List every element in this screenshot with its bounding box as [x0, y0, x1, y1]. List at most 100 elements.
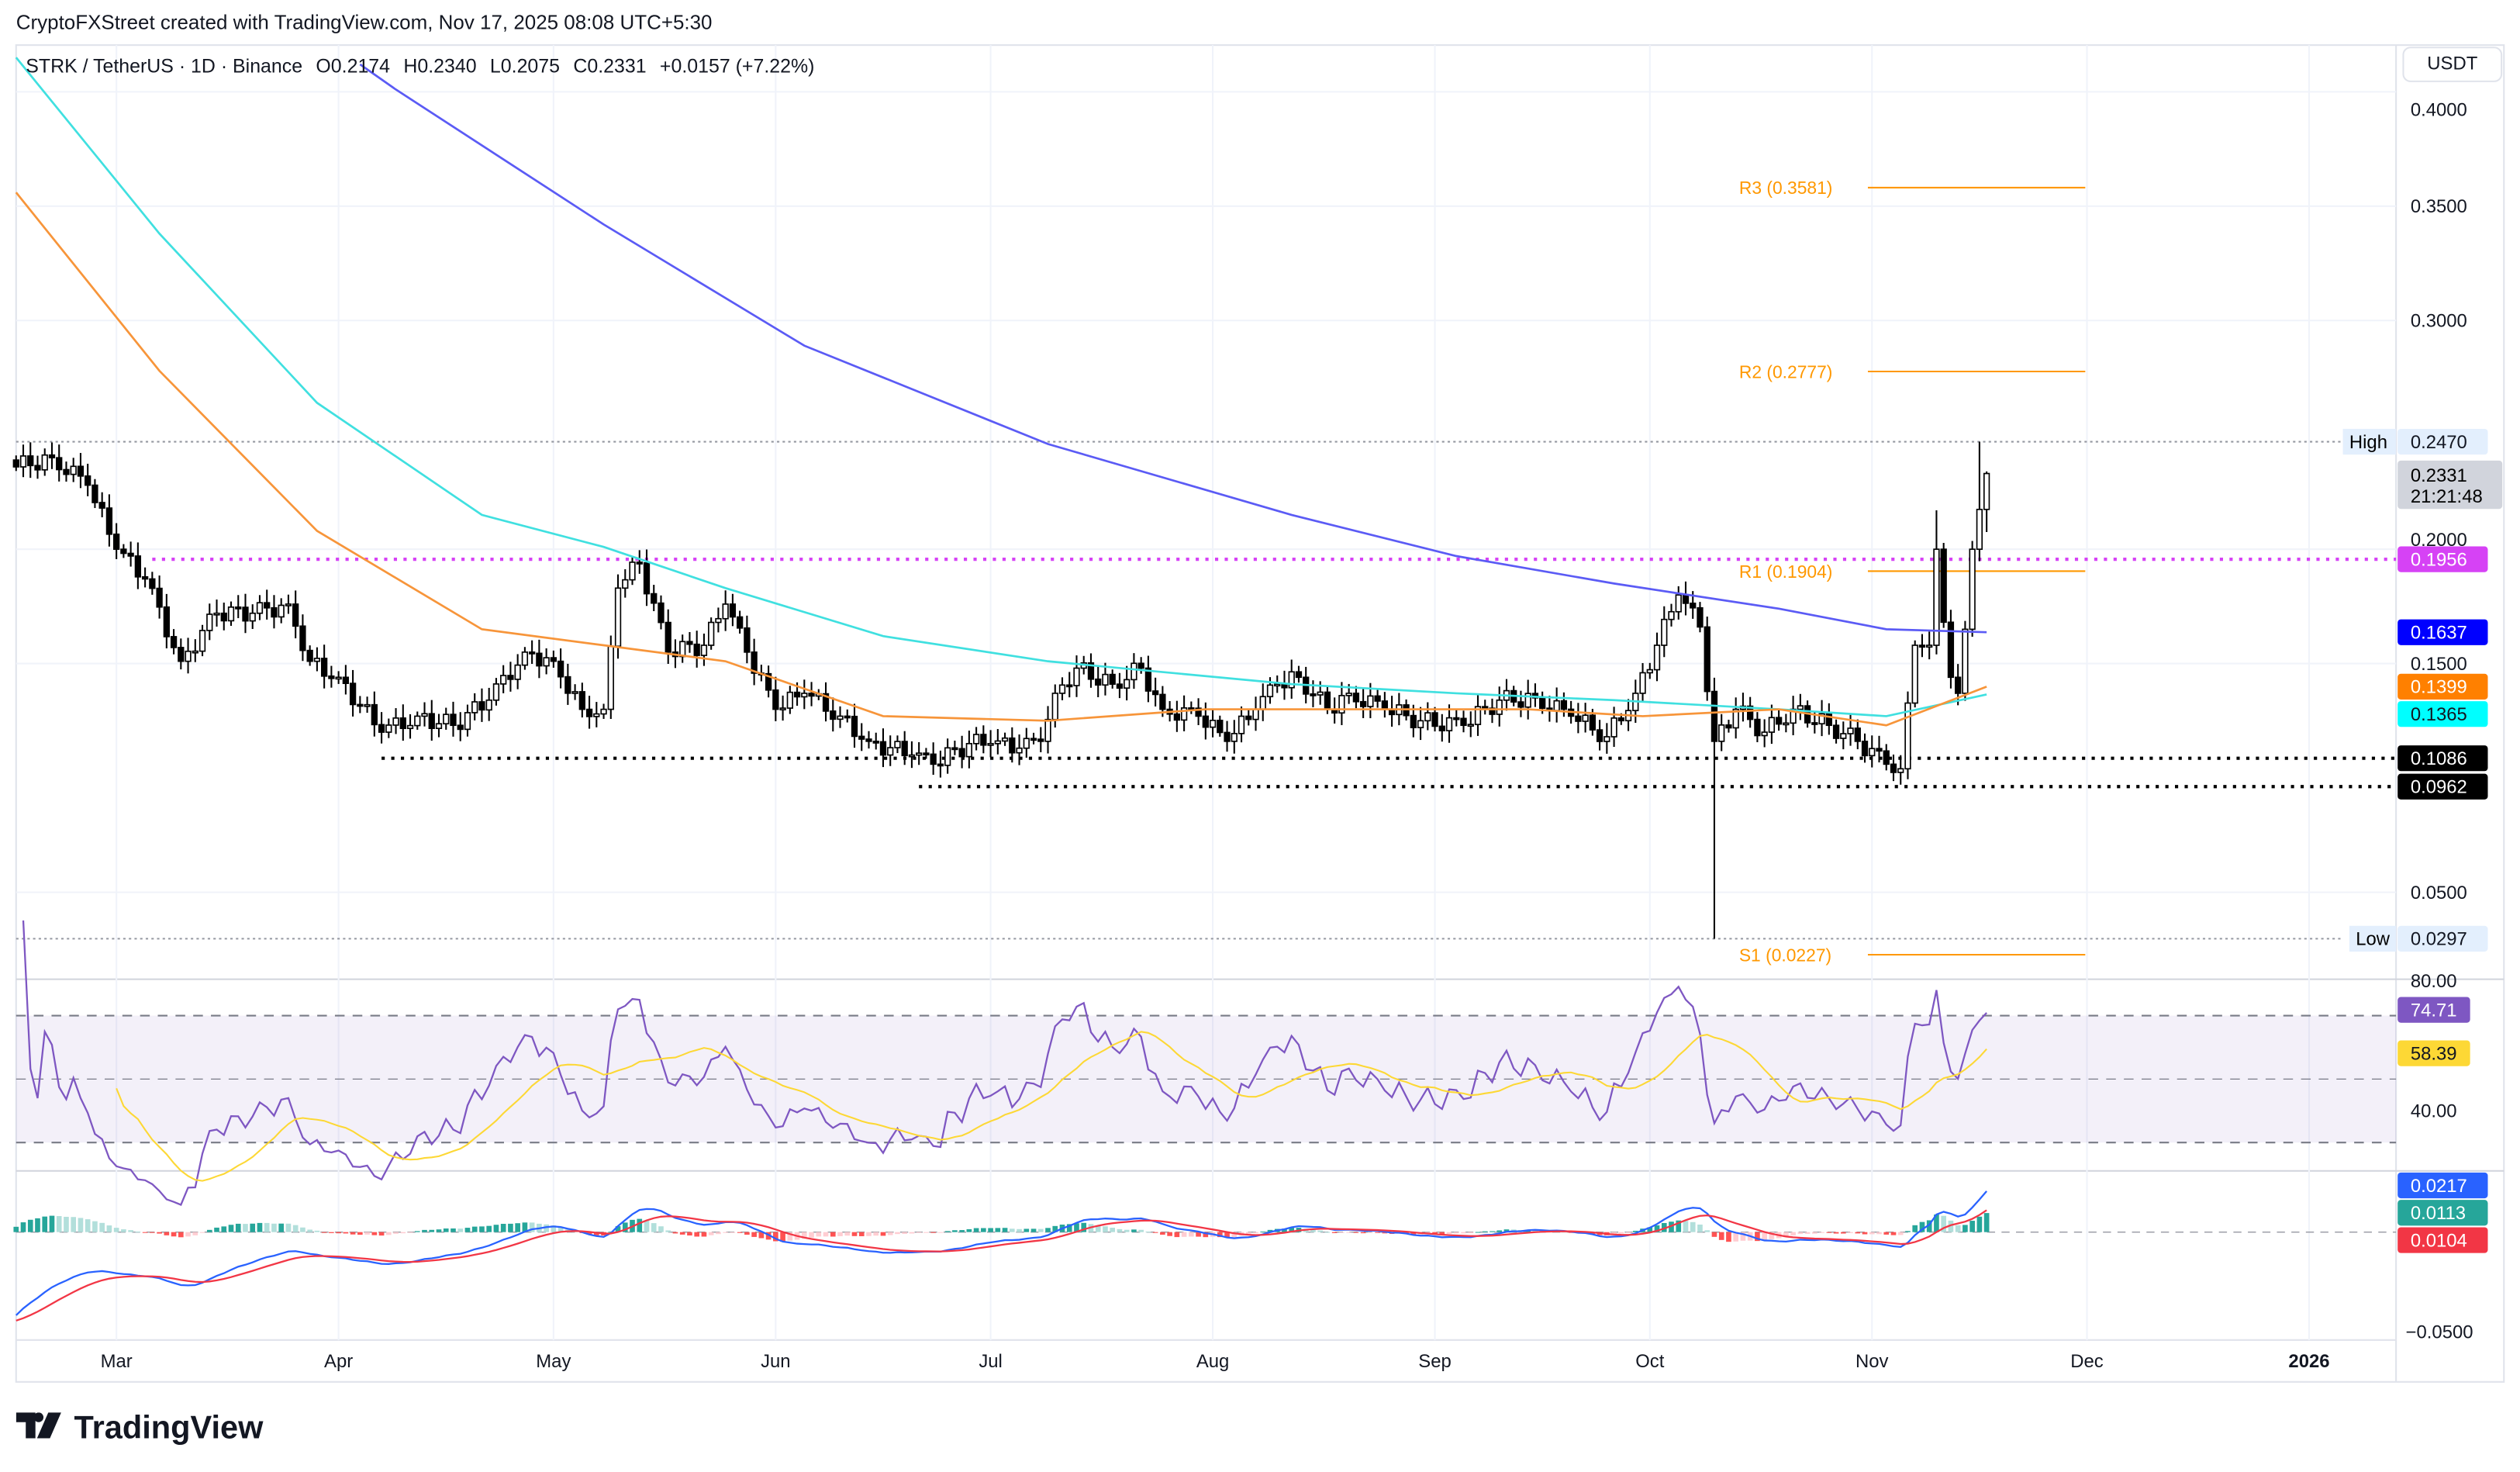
macd-histogram-bar: [515, 1223, 520, 1232]
candle: [1783, 722, 1790, 726]
macd-histogram-bar: [1382, 1232, 1388, 1234]
candle: [1317, 691, 1324, 696]
candle: [1381, 700, 1389, 710]
candle: [328, 675, 335, 679]
macd-histogram-bar: [1848, 1232, 1853, 1233]
x-axis-label: Jun: [761, 1351, 791, 1372]
macd-histogram-bar: [1289, 1228, 1295, 1232]
macd-histogram-bar: [1726, 1232, 1731, 1242]
x-axis-label: Jul: [979, 1351, 1003, 1372]
low-label: Low: [2356, 929, 2391, 950]
macd-histogram-bar: [192, 1232, 198, 1235]
low-price-tag-bg: [2397, 925, 2488, 952]
candle: [77, 465, 85, 477]
candle: [1116, 683, 1124, 689]
candle: [937, 763, 944, 767]
macd-histogram-bar: [1762, 1232, 1767, 1241]
candle: [1359, 700, 1367, 707]
macd-histogram-bar: [1009, 1228, 1015, 1232]
macd-histogram-bar: [1181, 1232, 1187, 1237]
candle: [1044, 718, 1051, 742]
candle: [1832, 724, 1840, 739]
macd-histogram-bar: [1797, 1232, 1804, 1235]
macd-histogram-bar: [450, 1228, 456, 1232]
symbol-legend: STRK / TetherUS · 1D · Binance O0.2174 H…: [26, 55, 823, 78]
candle: [1338, 695, 1345, 714]
symbol-title[interactable]: STRK / TetherUS · 1D · Binance: [26, 54, 303, 78]
candle: [1310, 693, 1317, 696]
macd-histogram-bar: [909, 1232, 915, 1234]
macd-histogram-bar: [185, 1232, 191, 1237]
moving-average-line-0: [359, 63, 1987, 634]
macd-histogram-bar: [1632, 1230, 1638, 1232]
macd-histogram-bar: [508, 1223, 513, 1232]
candle: [1374, 695, 1381, 702]
macd-histogram-bar: [723, 1232, 728, 1233]
rsi-ma-value-tag-bg: [2397, 1040, 2470, 1066]
price-level-tag: 0.1637: [2411, 623, 2467, 644]
macd-histogram-tag-bg: [2397, 1200, 2488, 1226]
candle: [1969, 548, 1976, 631]
macd-histogram-bar: [1876, 1232, 1882, 1235]
macd-histogram-bar: [350, 1232, 356, 1235]
macd-histogram-bar: [113, 1228, 119, 1232]
high-price-tag-bg: [2397, 428, 2488, 455]
candle: [1904, 702, 1911, 770]
macd-histogram-bar: [522, 1222, 528, 1232]
macd-histogram-bar: [71, 1217, 77, 1232]
macd-histogram-bar: [895, 1232, 900, 1235]
macd-histogram-bar: [443, 1228, 449, 1232]
candle: [550, 657, 558, 662]
candle: [851, 715, 858, 738]
candle: [170, 636, 178, 648]
candle: [127, 552, 134, 557]
candle: [837, 715, 844, 720]
macd-histogram-bar: [1368, 1232, 1373, 1233]
last-price-tag-bg: [2397, 460, 2503, 510]
price-level-tag: 0.1399: [2411, 677, 2467, 698]
candle: [1754, 718, 1761, 737]
macd-histogram-bar: [1883, 1232, 1890, 1235]
candle: [1474, 706, 1482, 725]
rsi-value-tag-bg: [2397, 997, 2470, 1023]
macd-histogram-bar: [1461, 1232, 1466, 1234]
candle: [765, 672, 772, 691]
candle: [1761, 731, 1768, 737]
candle: [1424, 712, 1431, 722]
macd-histogram-bar: [1833, 1232, 1839, 1234]
candle: [242, 606, 249, 622]
macd-histogram-bar: [493, 1225, 499, 1232]
candle: [1646, 669, 1653, 674]
candle: [1467, 724, 1474, 727]
candle: [1431, 712, 1438, 727]
macd-histogram-bar: [937, 1232, 944, 1233]
macd-histogram-bar: [436, 1229, 442, 1232]
candle: [320, 658, 328, 677]
candle: [536, 652, 543, 667]
candle: [1417, 720, 1424, 728]
macd-signal-tag-bg: [2397, 1227, 2488, 1253]
candle: [1202, 715, 1209, 728]
x-axis-label: 2026: [2288, 1351, 2329, 1372]
macd-histogram-bar: [1024, 1228, 1030, 1232]
currency-button[interactable]: USDT: [2402, 47, 2503, 82]
candle: [464, 712, 471, 731]
candle: [708, 621, 715, 646]
macd-histogram-bar: [1955, 1225, 1961, 1232]
pivot-label: R2 (0.2777): [1739, 361, 1833, 382]
candle: [492, 683, 500, 701]
macd-histogram-bar: [1783, 1232, 1789, 1238]
macd-histogram-bar: [679, 1232, 685, 1235]
macd-histogram-bar: [930, 1232, 936, 1233]
candle: [19, 455, 27, 468]
macd-histogram-bar: [1926, 1220, 1932, 1232]
candle: [908, 754, 916, 758]
low-label-bg: [2349, 925, 2397, 952]
macd-histogram-bar: [1331, 1232, 1338, 1233]
candle: [471, 701, 478, 714]
candle: [1209, 720, 1217, 728]
candle: [1825, 713, 1832, 727]
tradingview-logo[interactable]: TradingView: [16, 1411, 264, 1448]
candle: [958, 748, 965, 758]
